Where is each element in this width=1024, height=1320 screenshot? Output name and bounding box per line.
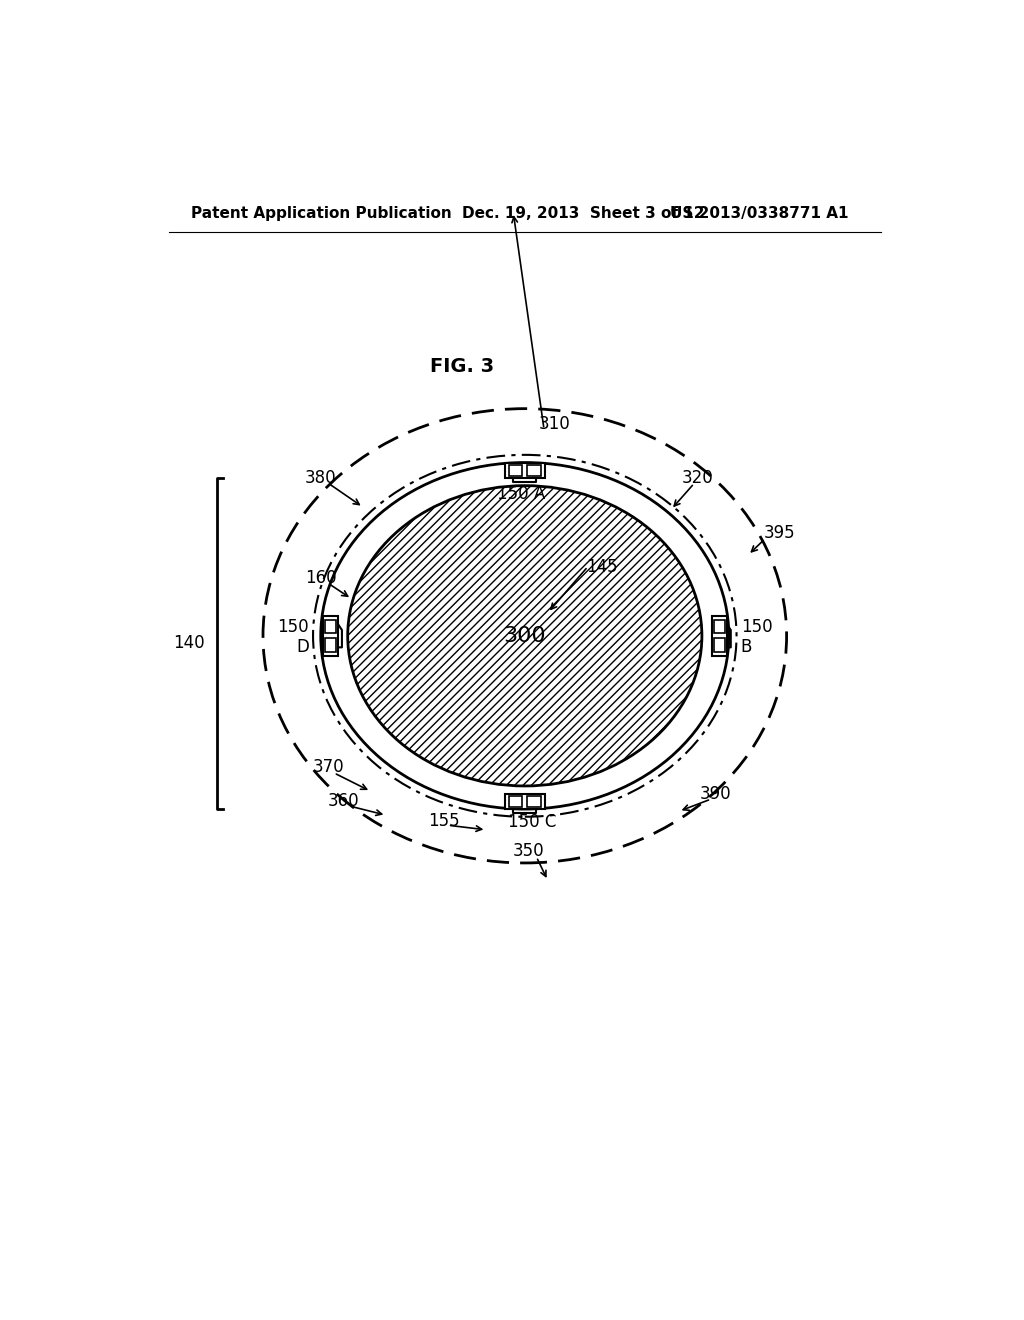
Bar (509, 796, 522, 807)
Text: FIG. 3: FIG. 3 (430, 356, 494, 376)
Bar (509, 465, 522, 475)
Text: 320: 320 (682, 469, 714, 487)
Bar (505, 462, 545, 478)
Bar (714, 619, 725, 634)
Bar (527, 465, 541, 475)
Text: 145: 145 (587, 557, 618, 576)
Text: US 2013/0338771 A1: US 2013/0338771 A1 (670, 206, 848, 222)
Bar (325, 638, 336, 652)
Text: 150: 150 (740, 618, 772, 635)
Text: D: D (296, 638, 309, 656)
Text: Dec. 19, 2013  Sheet 3 of 12: Dec. 19, 2013 Sheet 3 of 12 (462, 206, 705, 222)
Text: 370: 370 (312, 758, 344, 776)
Text: 150 A: 150 A (497, 486, 545, 503)
Text: 300: 300 (504, 626, 546, 645)
Text: 140: 140 (173, 635, 205, 652)
Text: 150 C: 150 C (508, 813, 557, 832)
Text: 395: 395 (764, 524, 795, 543)
Text: 160: 160 (305, 569, 337, 587)
Text: B: B (740, 638, 753, 656)
Text: 360: 360 (328, 792, 359, 810)
Ellipse shape (321, 462, 729, 809)
Text: 390: 390 (700, 784, 731, 803)
Text: 155: 155 (428, 812, 460, 829)
Bar (714, 638, 725, 652)
Ellipse shape (348, 486, 701, 785)
Bar (527, 796, 541, 807)
Text: 310: 310 (539, 414, 570, 433)
Text: 380: 380 (305, 469, 337, 487)
Bar (325, 619, 336, 634)
Bar (323, 616, 338, 656)
Text: Patent Application Publication: Patent Application Publication (190, 206, 452, 222)
Bar (712, 616, 727, 656)
Text: 150: 150 (278, 618, 309, 635)
Bar (505, 793, 545, 809)
Text: 350: 350 (513, 842, 545, 861)
